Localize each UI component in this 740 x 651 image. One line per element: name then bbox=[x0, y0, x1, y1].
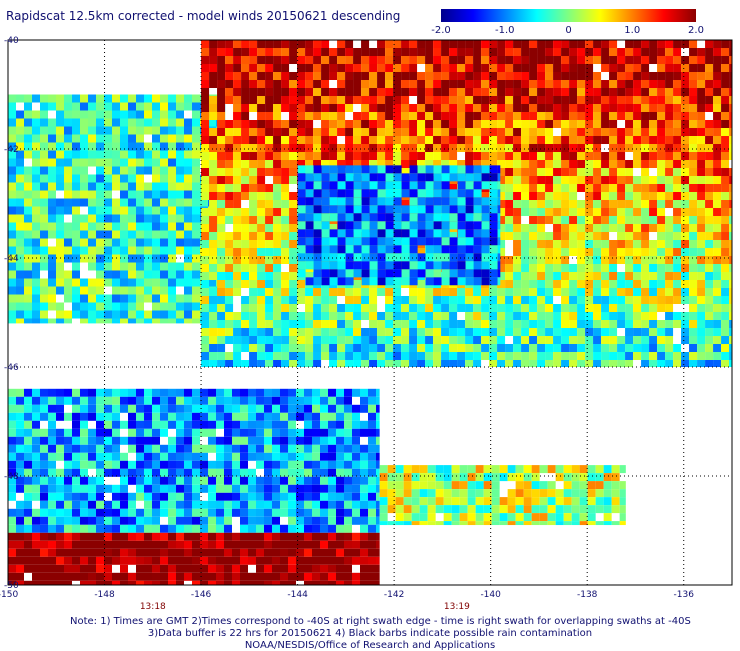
map-frame bbox=[7, 39, 733, 586]
wind-cells bbox=[8, 40, 732, 585]
time-labels: 13:18 13:19 bbox=[140, 602, 470, 612]
colorbar-tick-label: 1.0 bbox=[624, 25, 640, 36]
longitude-tick-label: -136 bbox=[674, 590, 695, 600]
latitude-tick-label: -48 bbox=[4, 472, 19, 482]
longitude-tick-label: -144 bbox=[287, 590, 308, 600]
longitude-tick-label: -138 bbox=[577, 590, 598, 600]
longitude-tick-label: -140 bbox=[480, 590, 501, 600]
colorbar-tick-label: -2.0 bbox=[431, 25, 451, 36]
colorbar-tick-label: 2.0 bbox=[688, 25, 704, 36]
latitude-tick-label: -44 bbox=[4, 254, 19, 264]
colorbar-gradient bbox=[441, 9, 696, 22]
longitude-tick-label: -150 bbox=[0, 590, 18, 600]
latitude-tick-label: -46 bbox=[4, 363, 19, 373]
longitude-labels: -150 -148 -146 -144 -142 -140 -138 -136 bbox=[0, 590, 694, 600]
colorbar-ticks: -2.0 -1.0 0 1.0 2.0 bbox=[431, 25, 704, 36]
latitude-labels: -40 -42 -44 -46 -48 -50 bbox=[4, 36, 19, 591]
longitude-tick-label: -148 bbox=[94, 590, 115, 600]
colorbar: -2.0 -1.0 0 1.0 2.0 bbox=[431, 9, 704, 36]
footer-credit: NOAA/NESDIS/Office of Research and Appli… bbox=[244, 640, 496, 651]
swath-time-label: 13:19 bbox=[444, 602, 470, 612]
colorbar-tick-label: 0 bbox=[565, 25, 571, 36]
latitude-tick-label: -50 bbox=[4, 581, 19, 591]
latitude-tick-label: -42 bbox=[4, 145, 19, 155]
longitude-tick-label: -146 bbox=[191, 590, 212, 600]
footer-note-line-2: 3)Data buffer is 22 hrs for 20150621 4) … bbox=[147, 628, 593, 639]
longitude-tick-label: -142 bbox=[384, 590, 404, 600]
wind-difference-map: -150-148-146-144-142-140-138-136 -40-42-… bbox=[0, 36, 733, 612]
swath-time-label: 13:18 bbox=[140, 602, 166, 612]
latitude-tick-label: -40 bbox=[4, 36, 19, 46]
map-title: Rapidscat 12.5km corrected - model winds… bbox=[6, 9, 401, 23]
footer-note-line-1: Note: 1) Times are GMT 2)Times correspon… bbox=[70, 616, 691, 627]
colorbar-tick-label: -1.0 bbox=[495, 25, 515, 36]
